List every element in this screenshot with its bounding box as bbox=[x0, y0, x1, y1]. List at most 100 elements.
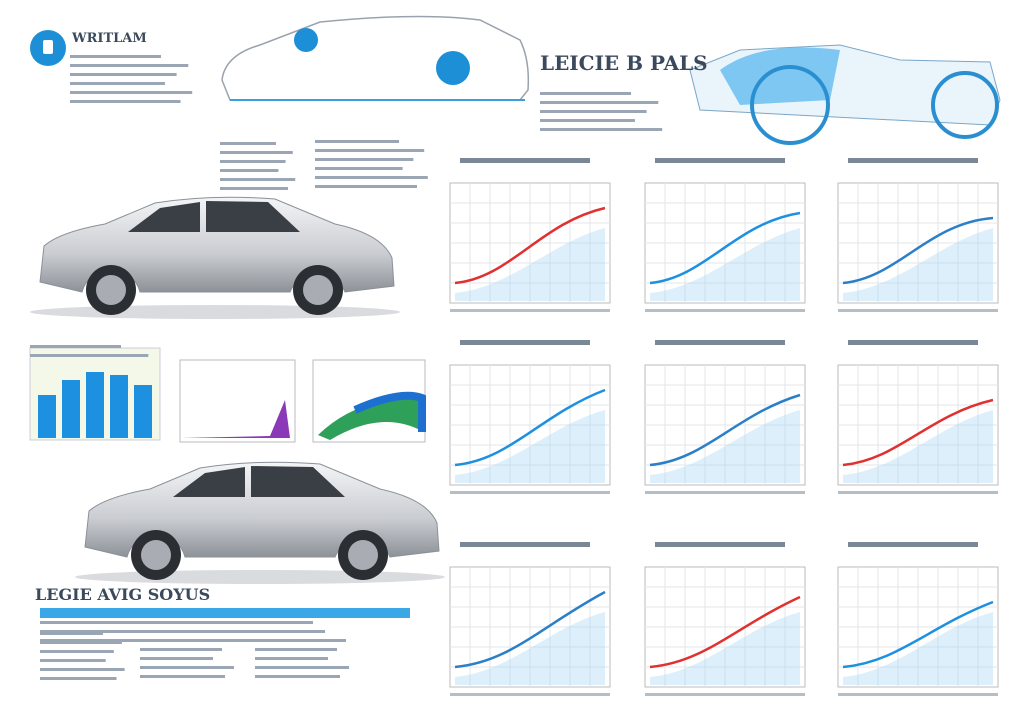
curve bbox=[842, 216, 994, 285]
panel-title bbox=[848, 542, 978, 547]
area bbox=[455, 410, 605, 483]
text-line bbox=[70, 73, 177, 76]
panel-title bbox=[655, 340, 785, 345]
text-line bbox=[315, 185, 417, 188]
area bbox=[843, 410, 993, 483]
area bbox=[843, 228, 993, 301]
area bbox=[650, 410, 800, 483]
text-line bbox=[540, 128, 663, 131]
panel-title bbox=[848, 158, 978, 163]
area bbox=[650, 612, 800, 685]
panel-title bbox=[460, 158, 590, 163]
car-sketch bbox=[221, 15, 530, 101]
text-line bbox=[220, 142, 276, 145]
text-line bbox=[40, 621, 313, 624]
text-line bbox=[220, 178, 296, 181]
panel-title bbox=[460, 542, 590, 547]
text-line bbox=[255, 630, 325, 633]
text-line bbox=[315, 149, 425, 152]
legend-strip bbox=[40, 608, 410, 618]
area bbox=[318, 399, 420, 440]
panel-title bbox=[848, 340, 978, 345]
text-line bbox=[140, 639, 231, 642]
badge bbox=[436, 51, 470, 85]
text-line bbox=[255, 657, 328, 660]
area bbox=[455, 228, 605, 301]
axis-labels bbox=[838, 491, 998, 494]
suv-image bbox=[29, 196, 401, 320]
text-line bbox=[315, 176, 428, 179]
text-line bbox=[40, 641, 122, 644]
text-line bbox=[540, 92, 631, 95]
text-line bbox=[220, 151, 293, 154]
axis-labels bbox=[450, 693, 610, 696]
area bbox=[455, 612, 605, 685]
panel-title bbox=[655, 542, 785, 547]
curve bbox=[353, 391, 426, 432]
axis-labels bbox=[645, 309, 805, 312]
section-title: LEICIE B PALS bbox=[540, 51, 708, 75]
layout bbox=[30, 55, 999, 696]
text-line bbox=[255, 639, 346, 642]
text-line bbox=[255, 666, 349, 669]
text-line bbox=[540, 101, 659, 104]
axis-labels bbox=[450, 491, 610, 494]
axis-labels bbox=[838, 309, 998, 312]
text-line bbox=[140, 657, 213, 660]
curve bbox=[842, 398, 994, 467]
text-line bbox=[220, 160, 286, 163]
panel-title bbox=[655, 158, 785, 163]
text-line bbox=[140, 648, 222, 651]
curve bbox=[454, 388, 606, 467]
text-line bbox=[140, 630, 210, 633]
text-line bbox=[70, 64, 189, 67]
text-line bbox=[255, 675, 340, 678]
curve bbox=[649, 211, 801, 285]
text-line bbox=[40, 677, 117, 680]
wheel bbox=[931, 71, 999, 139]
text-line bbox=[255, 648, 337, 651]
section-title: LEGIE AVIG SOYUS bbox=[35, 585, 210, 604]
curve bbox=[649, 393, 801, 467]
text-line bbox=[220, 187, 288, 190]
curve bbox=[842, 600, 994, 669]
badge bbox=[294, 28, 318, 52]
text-line bbox=[315, 167, 403, 170]
axis-labels bbox=[645, 491, 805, 494]
bars bbox=[38, 372, 152, 438]
text-line bbox=[40, 650, 114, 653]
text-line bbox=[40, 668, 125, 671]
text-line bbox=[30, 345, 121, 348]
curve bbox=[649, 595, 801, 669]
text-line bbox=[30, 354, 149, 357]
curve bbox=[454, 590, 606, 669]
text-line bbox=[140, 666, 234, 669]
text-line bbox=[540, 110, 647, 113]
area bbox=[182, 400, 290, 438]
text-line bbox=[40, 632, 103, 635]
axis-labels bbox=[838, 693, 998, 696]
axis-labels bbox=[645, 693, 805, 696]
area bbox=[843, 612, 993, 685]
car-panel bbox=[720, 47, 840, 105]
suv-image bbox=[74, 461, 446, 585]
panel-title bbox=[460, 340, 590, 345]
text-line bbox=[315, 158, 414, 161]
brand: WRITLAM bbox=[71, 31, 147, 46]
text-line bbox=[540, 119, 635, 122]
axis-labels bbox=[450, 309, 610, 312]
text-line bbox=[40, 659, 106, 662]
text-line bbox=[315, 140, 399, 143]
curve bbox=[454, 206, 606, 285]
area bbox=[650, 228, 800, 301]
text-line bbox=[140, 675, 225, 678]
wheel bbox=[750, 65, 830, 145]
text-line bbox=[70, 55, 161, 58]
text-line bbox=[70, 100, 181, 103]
text-line bbox=[70, 91, 193, 94]
text-line bbox=[70, 82, 165, 85]
logo-icon bbox=[43, 40, 53, 54]
text-line bbox=[220, 169, 279, 172]
